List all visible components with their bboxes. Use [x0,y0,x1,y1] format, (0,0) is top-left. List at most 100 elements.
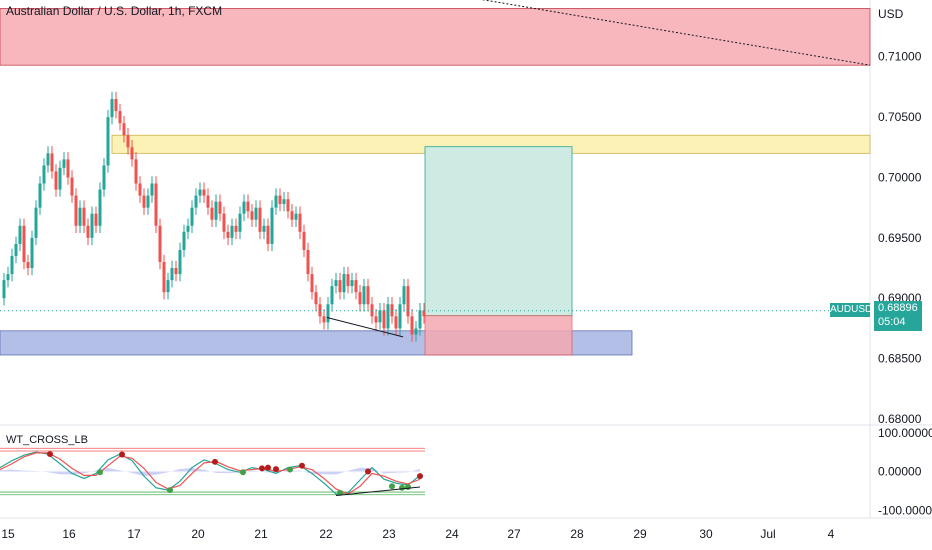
candle-body [22,225,26,263]
wt-cross-dot [119,451,125,458]
candle-body [210,207,214,220]
candle-body [50,153,54,172]
candle-body [270,207,274,244]
candle-body [170,268,174,281]
candle-body [250,211,254,220]
candle-body [246,201,250,212]
wt-cross-dot [337,489,343,496]
candle-body [82,207,86,226]
wt-cross-dot [399,484,405,491]
indicator-title: WT_CROSS_LB [6,434,88,446]
candle-body [178,249,182,275]
candle-body [14,243,18,256]
symbol-badge: AUDUSD [830,303,873,317]
wt-cross-dot [97,469,103,476]
time-tick-label: 17 [127,527,141,541]
candle-body [350,280,354,287]
candle-body [398,304,402,329]
candle-body [46,153,50,166]
price-tick-label: 0.71000 [878,50,922,64]
indicator-tick-label: -100.00000 [878,503,932,517]
wt-cross-dot [287,466,293,473]
wt-cross-dot [299,462,305,469]
candle-body [2,280,6,299]
time-tick-label: 30 [699,527,713,541]
candle-body [62,159,66,168]
indicator-tick-label: 0.00000 [878,465,922,479]
candle-body [278,195,282,205]
candle-body [130,147,134,160]
candle-body [382,310,386,329]
trend-line-dotted [481,0,871,66]
candle-body [266,225,270,244]
time-tick-label: 21 [254,527,268,541]
candle-body [142,195,146,208]
candle-body [74,195,78,226]
candle-body [70,177,74,196]
candle-body [298,213,302,232]
candle-body [322,316,326,323]
candle-body [222,213,226,232]
price-tick-label: 0.70000 [878,170,922,184]
candle-body [402,286,406,305]
candle-body [106,117,110,166]
wt-cross-dot [417,473,423,480]
candle-body [386,304,390,329]
candle-body [218,201,222,214]
time-tick-label: 29 [633,527,647,541]
candle-body [86,225,90,238]
candle-body [146,195,150,208]
candle-body [302,231,306,250]
candle-body [166,280,170,293]
indicator-divergence-line [335,486,421,497]
candle-body [6,274,10,281]
wt-cross-dot [365,468,371,475]
candle-body [294,213,298,220]
candle-body [102,165,106,190]
candle-body [66,159,70,178]
candle-body [206,195,210,208]
candle-body [118,111,122,124]
candle-body [194,195,198,208]
last-price: 0.68896 [878,302,918,314]
candle-body [342,274,346,293]
candle-body [78,207,82,226]
candle-body [158,225,162,263]
price-tick-label: 0.69500 [878,231,922,245]
wt-cross-dot [389,483,395,490]
candle-body [98,189,102,226]
price-tick-label: 0.68500 [878,352,922,366]
wt-cross-dot [212,458,218,465]
candle-body [286,199,290,212]
candle-body [354,280,358,293]
candle-body [290,211,294,220]
candle-body [186,225,190,232]
candle-body [94,213,98,226]
candle-body [122,123,126,136]
wt-cross-dot [167,487,173,494]
candle-body [162,262,166,293]
time-tick-label: 24 [445,527,459,541]
price-tick-label: 0.68000 [878,412,922,426]
indicator-tick-label: 100.00000 [878,426,932,440]
time-tick-label: 28 [570,527,584,541]
price-tick-label: 0.70500 [878,110,922,124]
candle-body [198,189,202,196]
candle-body [374,316,378,323]
candle-body [310,274,314,293]
candle-body [138,183,142,196]
wt2-line [0,452,421,495]
last-price-tag: 0.68896 05:04 [874,301,922,331]
candle-body [330,286,334,305]
candle-body [274,195,278,208]
candle-body [406,286,410,317]
time-tick-label: Jul [760,527,775,541]
wt-cross-dot [240,469,246,476]
candle-body [202,189,206,196]
candle-body [326,304,330,323]
wt-cross-dot [273,466,279,473]
candle-body [226,231,230,238]
candle-body [346,274,350,287]
wt-cross-dot [265,464,271,471]
